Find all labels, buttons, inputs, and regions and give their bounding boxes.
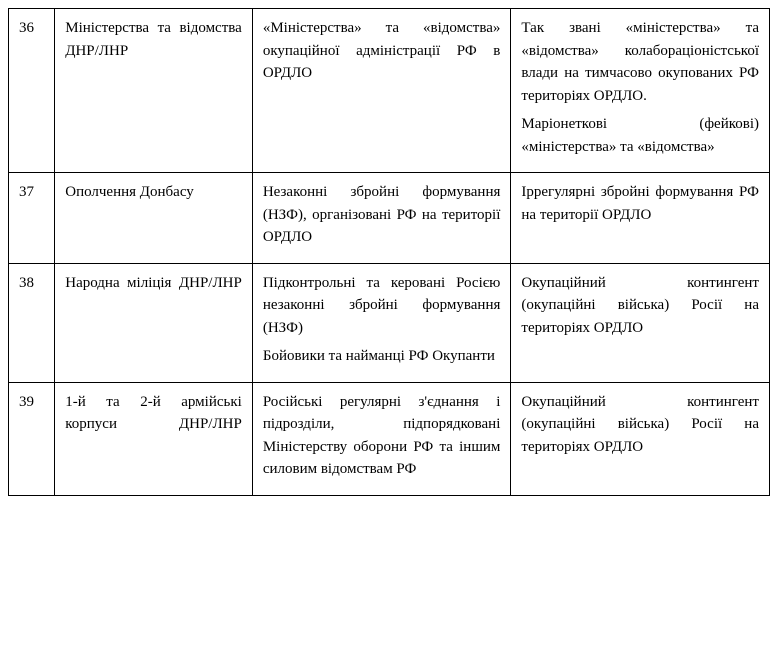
paragraph: Маріонеткові (фейкові) «міністерства» та… [521,113,759,158]
glossary-table: 36Міністерства та відомства ДНР/ЛНР«Міні… [8,8,770,496]
alt2-cell: Окупаційний контингент (окупаційні війсь… [511,263,770,382]
paragraph: Підконтрольні та керовані Росією незакон… [263,272,501,340]
alt1-cell: Незаконні збройні формування (НЗФ), орга… [252,173,511,264]
term-cell: Міністерства та відомства ДНР/ЛНР [55,9,253,173]
table-row: 36Міністерства та відомства ДНР/ЛНР«Міні… [9,9,770,173]
paragraph: «Міністерства» та «відомства» окупаційно… [263,17,501,85]
alt2-cell: Так звані «міністерства» та «відомства» … [511,9,770,173]
alt2-cell: Іррегулярні збройні формування РФ на тер… [511,173,770,264]
paragraph: Російські регулярні з'єднання і підрозді… [263,391,501,481]
table-row: 391-й та 2-й армійські корпуси ДНР/ЛНРРо… [9,382,770,495]
paragraph: Незаконні збройні формування (НЗФ), орга… [263,181,501,249]
table-row: 37Ополчення ДонбасуНезаконні збройні фор… [9,173,770,264]
paragraph: Так звані «міністерства» та «відомства» … [521,17,759,107]
alt2-cell: Окупаційний контингент (окупаційні війсь… [511,382,770,495]
alt1-cell: «Міністерства» та «відомства» окупаційно… [252,9,511,173]
row-number: 38 [9,263,55,382]
row-number: 39 [9,382,55,495]
alt1-cell: Підконтрольні та керовані Росією незакон… [252,263,511,382]
term-cell: 1-й та 2-й армійські корпуси ДНР/ЛНР [55,382,253,495]
row-number: 37 [9,173,55,264]
term-cell: Ополчення Донбасу [55,173,253,264]
paragraph: Окупаційний контингент (окупаційні війсь… [521,272,759,340]
paragraph: Окупаційний контингент (окупаційні війсь… [521,391,759,459]
alt1-cell: Російські регулярні з'єднання і підрозді… [252,382,511,495]
term-cell: Народна міліція ДНР/ЛНР [55,263,253,382]
paragraph: Іррегулярні збройні формування РФ на тер… [521,181,759,226]
paragraph: Бойовики та найманці РФ Окупанти [263,345,501,368]
row-number: 36 [9,9,55,173]
table-row: 38Народна міліція ДНР/ЛНРПідконтрольні т… [9,263,770,382]
table-body: 36Міністерства та відомства ДНР/ЛНР«Міні… [9,9,770,496]
